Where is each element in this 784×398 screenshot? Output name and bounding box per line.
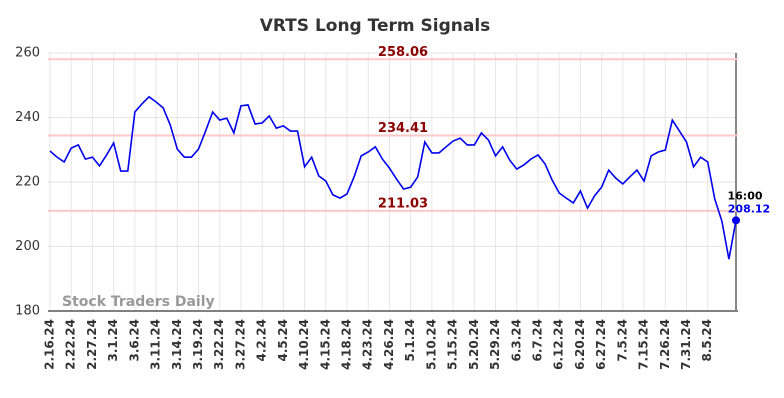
reference-label: 258.06 (378, 45, 428, 60)
reference-label: 234.41 (378, 121, 428, 136)
y-tick-label: 220 (15, 175, 40, 190)
last-time: 16:00 (727, 189, 762, 202)
reference-label: 211.03 (378, 196, 428, 211)
x-tick-label: 2.16.24 (43, 319, 57, 370)
x-tick-label: 4.5.24 (276, 319, 290, 362)
x-tick-label: 3.6.24 (127, 319, 141, 362)
x-tick-label: 5.20.24 (467, 319, 481, 370)
x-tick-label: 6.7.24 (530, 319, 544, 362)
x-tick-label: 4.10.24 (297, 319, 311, 370)
x-tick-label: 3.19.24 (191, 319, 205, 370)
x-tick-label: 3.14.24 (170, 319, 184, 370)
x-tick-label: 5.29.24 (488, 319, 502, 370)
x-tick-label: 6.27.24 (594, 319, 608, 370)
y-tick-label: 200 (15, 239, 40, 254)
x-tick-label: 4.23.24 (361, 319, 375, 370)
x-tick-label: 4.2.24 (255, 319, 269, 362)
x-tick-label: 3.1.24 (106, 319, 120, 362)
chart-title: VRTS Long Term Signals (260, 16, 491, 36)
y-tick-label: 180 (15, 304, 40, 319)
x-tick-label: 6.3.24 (509, 319, 523, 362)
x-tick-label: 3.22.24 (212, 319, 226, 370)
watermark: Stock Traders Daily (62, 294, 215, 310)
x-tick-label: 7.5.24 (615, 319, 629, 362)
last-point (732, 216, 740, 225)
price-line (49, 95, 737, 260)
x-tick-label: 6.20.24 (573, 319, 587, 370)
x-tick-label: 7.15.24 (637, 319, 651, 370)
x-tick-label: 6.12.24 (552, 319, 566, 370)
y-tick-label: 260 (15, 46, 40, 61)
x-tick-label: 8.5.24 (700, 319, 714, 362)
x-tick-label: 4.26.24 (382, 319, 396, 370)
last-value: 208.12 (728, 202, 770, 215)
x-tick-label: 3.11.24 (149, 319, 163, 370)
x-tick-label: 7.31.24 (679, 319, 693, 370)
x-tick-label: 2.22.24 (64, 319, 78, 370)
x-tick-label: 3.27.24 (233, 319, 247, 370)
y-tick-label: 240 (15, 110, 40, 125)
x-tick-label: 7.26.24 (658, 319, 672, 370)
x-tick-label: 4.18.24 (340, 319, 354, 370)
x-tick-label: 5.10.24 (424, 319, 438, 370)
x-tick-label: 2.27.24 (85, 319, 99, 370)
x-tick-label: 5.15.24 (446, 319, 460, 370)
x-tick-label: 4.15.24 (318, 319, 332, 370)
x-tick-label: 5.1.24 (403, 319, 417, 362)
